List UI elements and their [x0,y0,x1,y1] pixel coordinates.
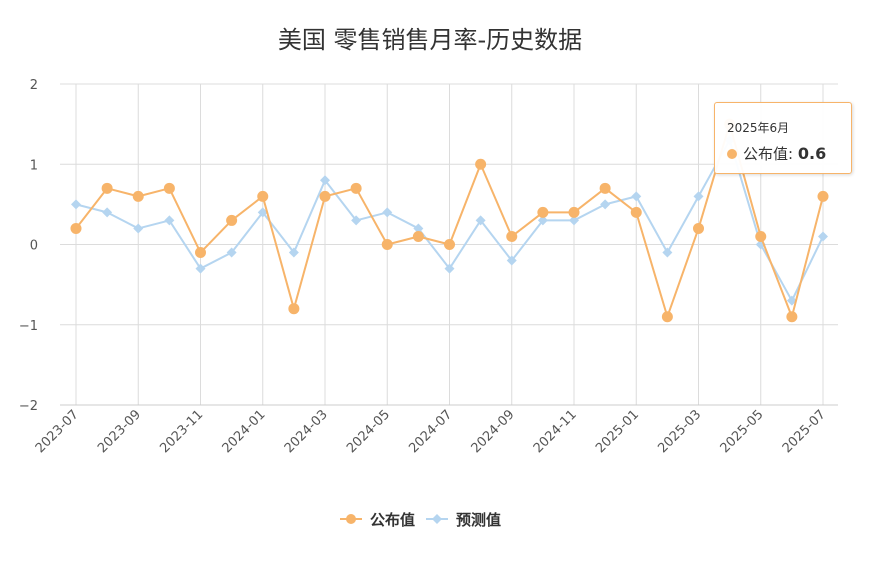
data-point [600,199,611,210]
legend-label: 预测值 [456,511,501,529]
data-point [257,190,269,202]
legend-label: 公布值 [370,511,415,529]
series-forecast [71,135,828,306]
legend[interactable]: 公布值 预测值 [340,511,501,529]
data-point [164,215,175,226]
data-point [102,207,113,218]
data-point [817,190,829,202]
data-point [195,263,206,274]
data-point [413,223,424,234]
x-tick-label: 2025-05 [718,407,767,456]
tooltip-series-marker [727,149,737,159]
data-point [226,247,237,258]
data-point [351,215,362,226]
y-tick-label: 0 [30,239,38,254]
data-point [537,215,548,226]
data-point [475,215,486,226]
data-point [226,214,238,226]
data-point [506,255,517,266]
y-tick-label: −2 [19,399,38,414]
y-axis-ticks: 2 1 0 −1 −2 [19,78,38,414]
x-tick-label: 2024-01 [220,407,269,456]
data-point [320,175,330,186]
x-tick-label: 2025-03 [655,407,704,456]
chart-title: 美国 零售销售月率-历史数据 [278,26,582,54]
tooltip-value: 0.6 [797,144,827,163]
data-point [71,199,81,210]
data-point [288,247,299,258]
data-point [568,206,580,218]
legend-marker [432,514,442,524]
legend-item-forecast[interactable]: 预测值 [426,511,501,529]
x-tick-label: 2024-09 [469,407,518,456]
y-tick-label: 1 [30,158,38,173]
tooltip-date: 2025年6月 [727,121,790,135]
data-point [693,222,704,234]
data-point [506,230,518,242]
grid [60,83,838,406]
data-point [381,239,393,250]
data-point [132,190,144,202]
data-point [630,206,642,218]
data-point [288,303,300,315]
data-point [755,230,767,242]
x-axis-ticks: 2023-07 2023-09 2023-11 2024-01 2024-03 2024-… [33,407,829,456]
tooltip-series-label: 公布值 [743,145,789,163]
data-point [70,222,82,234]
data-point [133,223,144,234]
x-tick-label: 2023-07 [33,407,82,456]
tooltip: 2025年6月 公布值: 0.6 [714,102,852,174]
data-point [319,190,331,202]
data-point [661,311,673,323]
tooltip-row: 公布值: 0.6 [727,143,851,164]
x-tick-label: 2024-05 [344,407,393,456]
data-point [599,182,611,194]
data-point [257,207,268,218]
x-tick-label: 2024-03 [282,407,331,456]
x-tick-label: 2023-09 [95,407,144,456]
series-layer [70,118,829,323]
legend-item-actual[interactable]: 公布值 [340,511,415,529]
data-point [569,215,579,226]
data-point [412,230,424,242]
y-tick-label: −1 [19,319,38,334]
data-point [537,206,549,218]
x-tick-label: 2024-11 [531,407,580,456]
data-point [786,311,798,323]
legend-marker [346,514,356,524]
data-point [101,182,113,194]
tooltip-separator: : [788,145,794,163]
data-point [444,263,455,274]
data-point [350,182,362,194]
x-tick-label: 2025-01 [593,407,642,456]
y-tick-label: 2 [30,78,38,93]
data-point [662,247,673,258]
data-point [163,182,175,194]
data-point [382,207,393,218]
x-tick-label: 2023-11 [157,407,206,456]
data-point [818,231,828,242]
data-point [693,191,704,202]
x-tick-label: 2025-07 [780,407,829,456]
data-point [195,247,206,259]
data-point [444,239,455,250]
series-actual [70,118,829,323]
data-point [475,158,487,170]
data-point [631,191,642,202]
x-tick-label: 2024-07 [406,407,455,456]
